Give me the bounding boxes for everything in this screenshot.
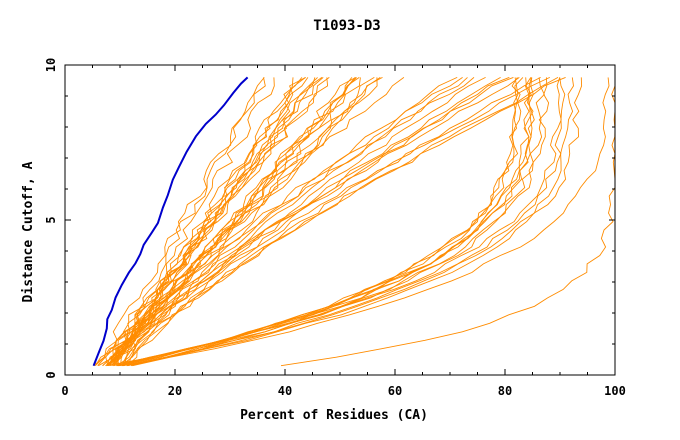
- model-line: [127, 76, 541, 366]
- x-tick-label: 40: [278, 384, 292, 398]
- model-line: [132, 77, 610, 367]
- model-line: [102, 77, 294, 367]
- model-line: [118, 77, 535, 367]
- plot-lines: [93, 76, 616, 367]
- model-line: [105, 77, 383, 367]
- model-line: [115, 77, 378, 366]
- model-line: [116, 77, 521, 367]
- model-line: [121, 77, 574, 367]
- model-line: [113, 77, 306, 366]
- model-line: [120, 77, 559, 367]
- model-line: [280, 77, 616, 367]
- model-line: [93, 77, 375, 367]
- y-tick-label: 10: [44, 58, 58, 72]
- model-line: [126, 76, 514, 367]
- model-line: [122, 77, 468, 367]
- y-axis-label: Distance Cutoff, A: [21, 161, 36, 302]
- x-tick-label: 100: [604, 384, 626, 398]
- model-line: [123, 77, 566, 367]
- x-axis-label: Percent of Residues (CA): [240, 408, 428, 423]
- model-line: [121, 76, 486, 366]
- model-line: [111, 77, 356, 366]
- model-line: [127, 77, 532, 367]
- highlight-line-group: [92, 76, 249, 367]
- model-line: [105, 77, 265, 366]
- highlight-line: [92, 76, 249, 367]
- model-line: [108, 77, 309, 366]
- model-line: [111, 77, 318, 366]
- model-line: [94, 77, 266, 367]
- y-axis: 0 5 10: [44, 58, 615, 379]
- chart-title: T1093-D3: [313, 18, 380, 34]
- y-tick-label: 5: [44, 216, 58, 223]
- x-tick-label: 60: [388, 384, 402, 398]
- x-tick-label: 80: [498, 384, 512, 398]
- model-line: [115, 76, 458, 366]
- model-line: [112, 77, 534, 367]
- model-line: [116, 77, 519, 367]
- model-line: [126, 77, 583, 367]
- x-tick-label: 0: [61, 384, 68, 398]
- x-tick-label: 20: [168, 384, 182, 398]
- model-line: [107, 77, 381, 367]
- model-line: [116, 76, 510, 367]
- model-line: [106, 77, 520, 367]
- x-axis: 0 20 40 60 80 100: [61, 65, 626, 398]
- model-line: [116, 77, 405, 366]
- y-tick-label: 0: [44, 371, 58, 378]
- model-line: [106, 77, 562, 367]
- model-line: [130, 77, 545, 367]
